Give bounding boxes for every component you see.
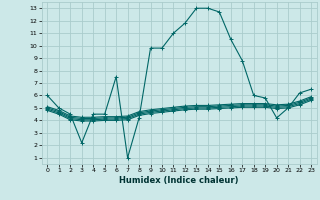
X-axis label: Humidex (Indice chaleur): Humidex (Indice chaleur) xyxy=(119,176,239,185)
